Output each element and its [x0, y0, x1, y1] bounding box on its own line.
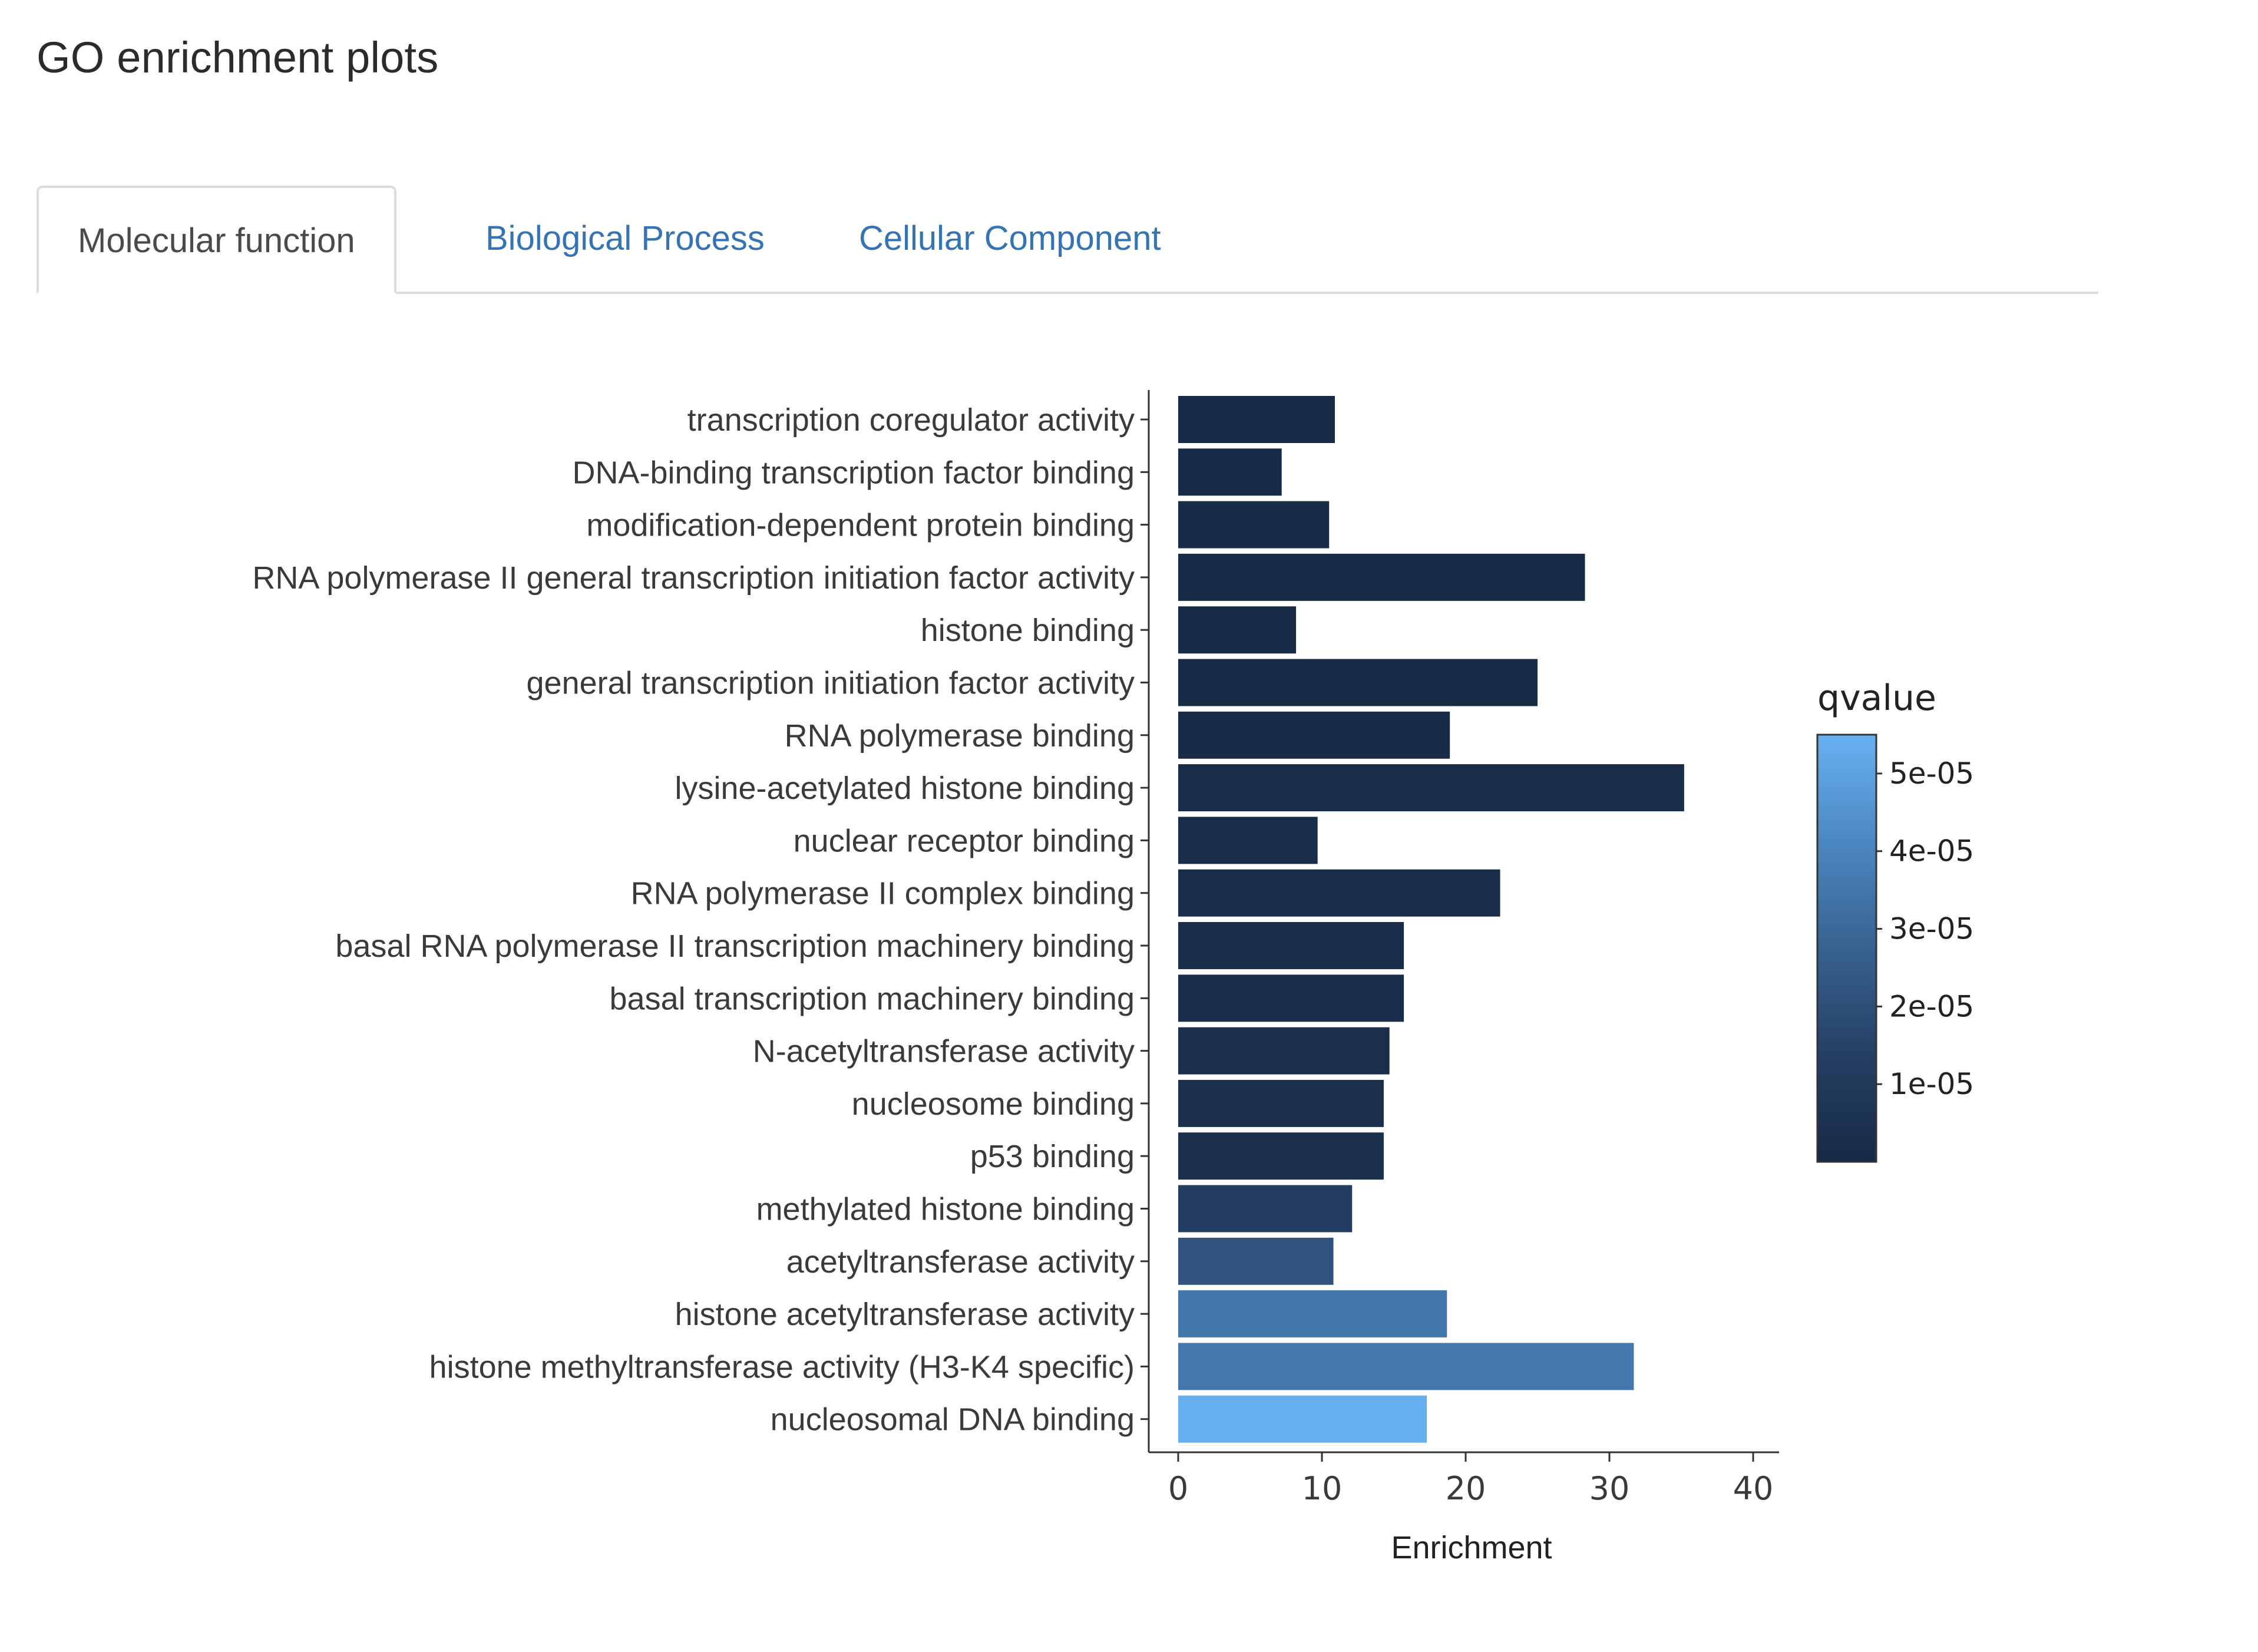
bar-7[interactable] — [1178, 711, 1450, 759]
category-label: histone binding — [921, 613, 1135, 648]
axes-layer: transcription coregulator activity DNA-bi… — [252, 390, 1779, 1507]
category-label: nuclear receptor binding — [794, 823, 1135, 858]
colorbar-tick-label: 4e-05 — [1889, 834, 1974, 868]
bar-9[interactable] — [1178, 817, 1318, 864]
bar-11[interactable] — [1178, 922, 1404, 969]
category-label: modification-dependent protein binding — [586, 508, 1135, 543]
bar-13[interactable] — [1178, 1027, 1390, 1075]
x-tick-label: 0 — [1168, 1470, 1188, 1507]
category-label: RNA polymerase II complex binding — [631, 876, 1135, 911]
category-label: RNA polymerase II general transcription … — [252, 560, 1135, 596]
bar-4[interactable] — [1178, 553, 1585, 601]
bar-2[interactable] — [1178, 448, 1282, 496]
x-tick-label: 20 — [1446, 1470, 1486, 1507]
tab-biological-process[interactable]: Biological Process — [485, 219, 765, 257]
category-label: transcription coregulator activity — [687, 402, 1135, 438]
x-tick-label: 30 — [1589, 1470, 1630, 1507]
category-label: histone acetyltransferase activity — [675, 1297, 1135, 1332]
category-label: DNA-binding transcription factor binding — [573, 455, 1135, 490]
category-label: RNA polymerase binding — [785, 718, 1135, 754]
tab-cellular-component[interactable]: Cellular Component — [859, 219, 1161, 257]
bar-12[interactable] — [1178, 974, 1404, 1022]
category-label: acetyltransferase activity — [786, 1244, 1135, 1280]
x-tick-label: 40 — [1733, 1470, 1774, 1507]
bar-1[interactable] — [1178, 396, 1335, 443]
category-label: nucleosome binding — [852, 1086, 1135, 1122]
colorbar-gradient — [1816, 734, 1877, 1163]
category-label: p53 binding — [970, 1139, 1135, 1174]
category-label: basal RNA polymerase II transcription ma… — [335, 929, 1135, 964]
category-label: histone methyltransferase activity (H3-K… — [429, 1349, 1135, 1385]
x-tick-label: 10 — [1302, 1470, 1343, 1507]
bars-layer — [1178, 396, 1684, 1443]
bar-16[interactable] — [1178, 1185, 1353, 1233]
bar-10[interactable] — [1178, 869, 1500, 917]
category-label: nucleosomal DNA binding — [771, 1402, 1135, 1438]
bar-15[interactable] — [1178, 1132, 1384, 1180]
category-label: N-acetyltransferase activity — [753, 1034, 1135, 1069]
tab-molecular-function[interactable]: Molecular function — [37, 186, 396, 294]
qvalue-colorbar: qvalue 5e-05 4e-05 3e-05 2e-05 1e-05 — [1816, 678, 1974, 1163]
bar-6[interactable] — [1178, 659, 1538, 706]
bar-8[interactable] — [1178, 764, 1684, 812]
bar-5[interactable] — [1178, 606, 1297, 654]
category-label: methylated histone binding — [756, 1192, 1135, 1227]
category-label: basal transcription machinery binding — [610, 981, 1135, 1016]
bar-3[interactable] — [1178, 501, 1330, 549]
colorbar-title: qvalue — [1817, 678, 1936, 719]
bar-20[interactable] — [1178, 1395, 1427, 1443]
bar-14[interactable] — [1178, 1079, 1384, 1127]
colorbar-tick-label: 1e-05 — [1889, 1067, 1974, 1101]
tab-bar: Molecular function Biological Process Ce… — [37, 186, 2098, 294]
bar-19[interactable] — [1178, 1343, 1634, 1390]
category-label: general transcription initiation factor … — [527, 666, 1135, 701]
colorbar-tick-label: 5e-05 — [1889, 756, 1974, 791]
bar-18[interactable] — [1178, 1290, 1447, 1338]
x-axis-title: Enrichment — [1391, 1530, 1552, 1565]
colorbar-tick-label: 3e-05 — [1889, 912, 1974, 946]
page-title: GO enrichment plots — [37, 33, 439, 82]
category-label: lysine-acetylated histone binding — [675, 771, 1135, 806]
bar-17[interactable] — [1178, 1237, 1334, 1285]
colorbar-tick-label: 2e-05 — [1889, 989, 1974, 1023]
